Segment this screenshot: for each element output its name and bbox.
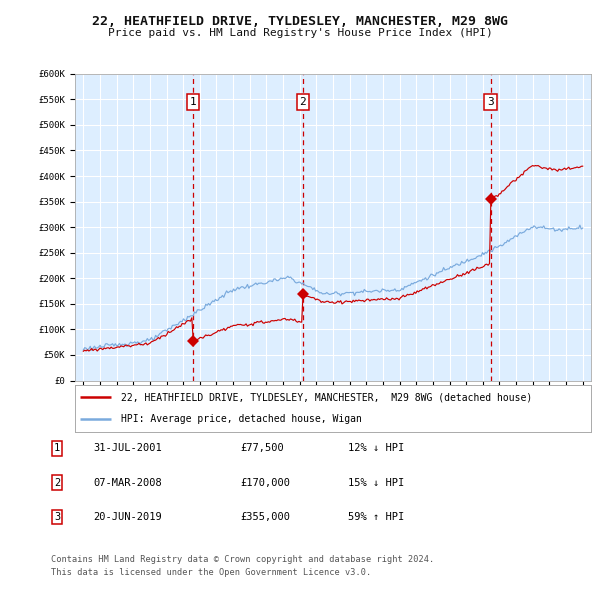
Text: 12% ↓ HPI: 12% ↓ HPI <box>348 444 404 453</box>
Text: 20-JUN-2019: 20-JUN-2019 <box>93 512 162 522</box>
Text: 2: 2 <box>299 97 306 107</box>
Text: 22, HEATHFIELD DRIVE, TYLDESLEY, MANCHESTER, M29 8WG: 22, HEATHFIELD DRIVE, TYLDESLEY, MANCHES… <box>92 15 508 28</box>
Text: 1: 1 <box>190 97 196 107</box>
Text: 3: 3 <box>54 512 60 522</box>
Text: £170,000: £170,000 <box>240 478 290 487</box>
Text: 22, HEATHFIELD DRIVE, TYLDESLEY, MANCHESTER,  M29 8WG (detached house): 22, HEATHFIELD DRIVE, TYLDESLEY, MANCHES… <box>121 392 533 402</box>
Text: 07-MAR-2008: 07-MAR-2008 <box>93 478 162 487</box>
Text: 3: 3 <box>487 97 494 107</box>
Text: 1: 1 <box>54 444 60 453</box>
Text: 59% ↑ HPI: 59% ↑ HPI <box>348 512 404 522</box>
Text: £77,500: £77,500 <box>240 444 284 453</box>
Text: 2: 2 <box>54 478 60 487</box>
Text: This data is licensed under the Open Government Licence v3.0.: This data is licensed under the Open Gov… <box>51 568 371 576</box>
Text: HPI: Average price, detached house, Wigan: HPI: Average price, detached house, Wiga… <box>121 414 362 424</box>
Text: 31-JUL-2001: 31-JUL-2001 <box>93 444 162 453</box>
Text: Price paid vs. HM Land Registry's House Price Index (HPI): Price paid vs. HM Land Registry's House … <box>107 28 493 38</box>
Text: £355,000: £355,000 <box>240 512 290 522</box>
Text: Contains HM Land Registry data © Crown copyright and database right 2024.: Contains HM Land Registry data © Crown c… <box>51 555 434 563</box>
Text: 15% ↓ HPI: 15% ↓ HPI <box>348 478 404 487</box>
